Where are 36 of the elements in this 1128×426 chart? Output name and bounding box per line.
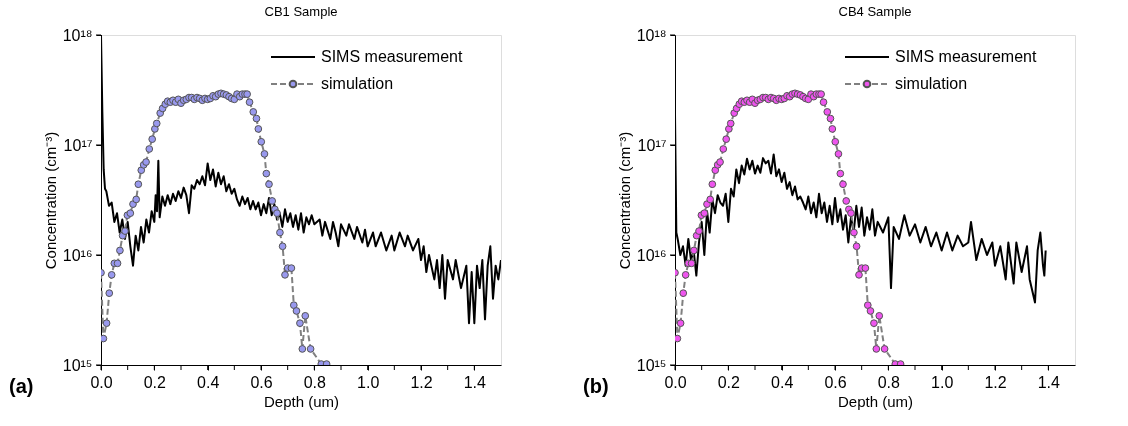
x-tick-label: 0.2 <box>717 373 741 391</box>
legend-label: SIMS measurement <box>895 48 1037 65</box>
y-tick-label: 10¹⁶ <box>636 246 667 264</box>
x-axis-title: Depth (um) <box>263 392 340 410</box>
x-tick-label: 0.8 <box>877 373 901 391</box>
x-tick-label: 0.6 <box>250 373 273 391</box>
legend-label: SIMS measurement <box>321 48 463 65</box>
y-tick-label: 10¹⁷ <box>63 136 93 154</box>
y-tick-label: 10¹⁷ <box>637 136 667 154</box>
x-axis-title: Depth (um) <box>837 392 914 410</box>
chart-title: CB1 Sample <box>264 4 338 19</box>
x-tick-label: 0.2 <box>143 373 167 391</box>
x-tick-label: 1.4 <box>1037 373 1061 391</box>
y-axis-title: Concentration (cm⁻³) <box>615 131 633 270</box>
x-tick-label: 0.4 <box>197 373 220 391</box>
legend-label: simulation <box>895 75 968 92</box>
x-tick-label: 1.2 <box>984 373 1007 391</box>
x-tick-label: 1.0 <box>931 373 954 391</box>
y-tick-label: 10¹⁶ <box>62 246 93 264</box>
x-tick-label: 0.4 <box>771 373 794 391</box>
y-axis-title: Concentration (cm⁻³) <box>41 131 59 270</box>
text: (b) <box>583 375 609 397</box>
x-tick-label: 1.0 <box>357 373 380 391</box>
x-tick-label: 0.0 <box>664 373 687 391</box>
x-tick-label: 0.0 <box>90 373 113 391</box>
y-tick-label: 10¹⁵ <box>62 356 93 374</box>
y-tick-label: 10¹⁸ <box>636 26 667 44</box>
text: (a) <box>9 375 34 397</box>
x-tick-label: 0.8 <box>303 373 327 391</box>
x-tick-label: 0.6 <box>824 373 847 391</box>
y-tick-label: 10¹⁵ <box>636 356 667 374</box>
x-tick-label: 1.2 <box>410 373 433 391</box>
x-tick-label: 1.4 <box>463 373 487 391</box>
chart-title: CB4 Sample <box>838 4 912 19</box>
y-tick-label: 10¹⁸ <box>62 26 93 44</box>
legend-label: simulation <box>321 75 394 92</box>
